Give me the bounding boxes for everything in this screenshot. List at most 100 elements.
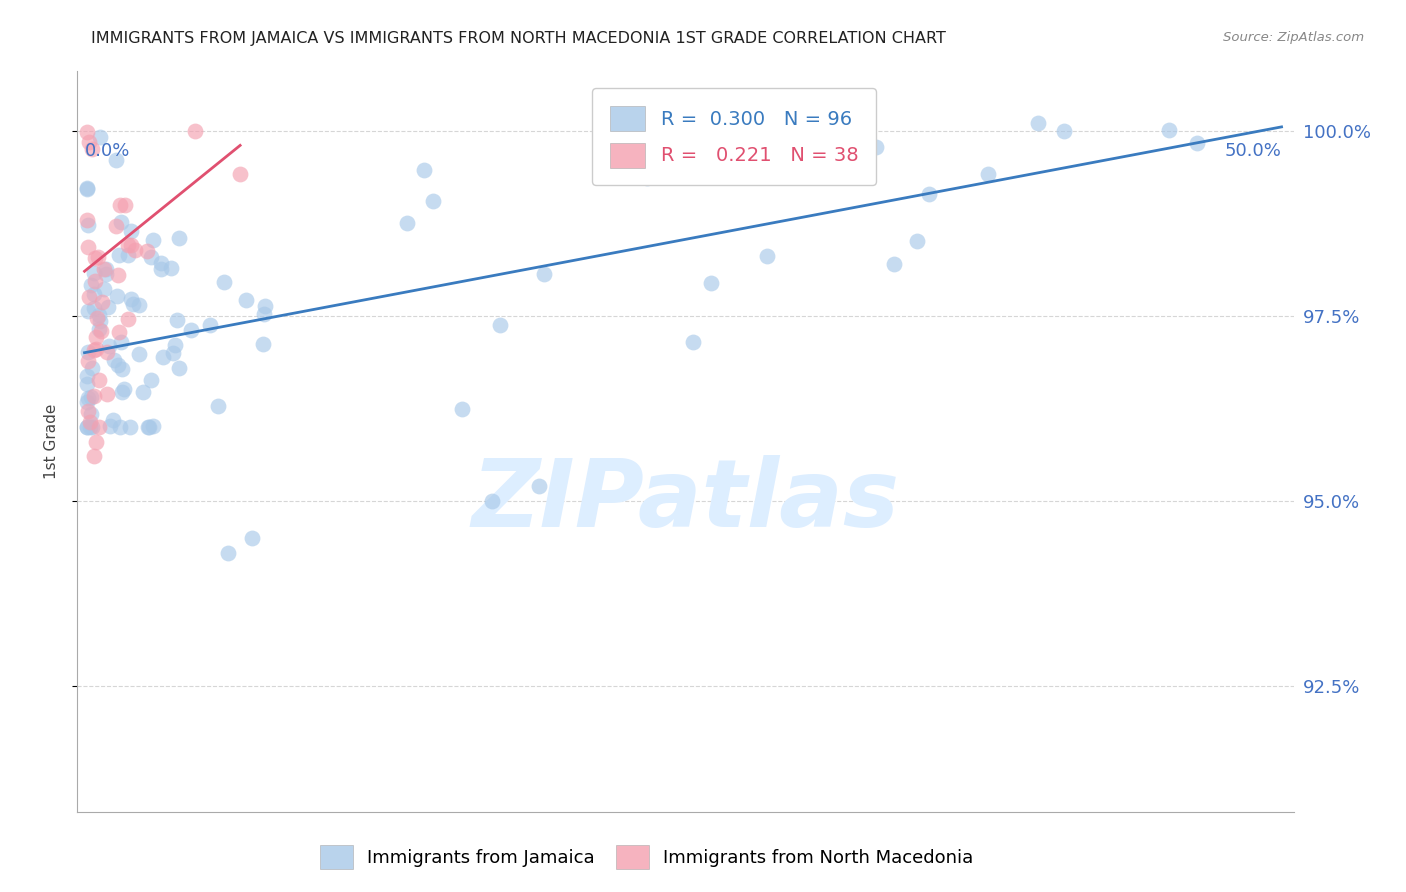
Point bbox=[83, 388, 105, 402]
Point bbox=[481, 493, 503, 508]
Point bbox=[86, 342, 108, 356]
Point bbox=[150, 262, 173, 277]
Point bbox=[212, 275, 235, 289]
Point bbox=[136, 419, 159, 434]
Point bbox=[87, 309, 110, 323]
Point bbox=[84, 274, 107, 288]
Point bbox=[76, 181, 98, 195]
Point bbox=[80, 361, 103, 376]
Point bbox=[104, 219, 127, 234]
Text: Source: ZipAtlas.com: Source: ZipAtlas.com bbox=[1223, 31, 1364, 45]
Point bbox=[83, 343, 105, 357]
Point bbox=[636, 170, 658, 185]
Point bbox=[254, 299, 277, 313]
Point bbox=[83, 301, 105, 315]
Point bbox=[217, 546, 239, 560]
Point bbox=[117, 248, 139, 262]
Point bbox=[80, 142, 103, 156]
Point bbox=[107, 268, 129, 282]
Point bbox=[105, 153, 128, 167]
Point bbox=[87, 374, 110, 388]
Point bbox=[124, 244, 146, 258]
Point bbox=[110, 215, 132, 229]
Point bbox=[167, 361, 190, 376]
Point bbox=[451, 402, 474, 417]
Point bbox=[112, 382, 135, 396]
Point bbox=[111, 385, 134, 400]
Point bbox=[108, 325, 131, 339]
Point bbox=[79, 415, 101, 429]
Point bbox=[76, 125, 98, 139]
Point bbox=[918, 187, 941, 202]
Point bbox=[132, 384, 155, 399]
Point bbox=[120, 237, 142, 252]
Point bbox=[105, 289, 128, 303]
Point bbox=[682, 334, 704, 349]
Point bbox=[76, 213, 98, 227]
Point bbox=[142, 419, 165, 434]
Point bbox=[1026, 116, 1049, 130]
Point bbox=[83, 251, 105, 265]
Point bbox=[207, 400, 229, 414]
Point bbox=[180, 323, 202, 337]
Point bbox=[865, 140, 887, 154]
Point bbox=[163, 338, 186, 352]
Point bbox=[128, 298, 150, 312]
Point bbox=[79, 135, 101, 149]
Point bbox=[84, 330, 107, 344]
Point bbox=[1157, 123, 1180, 137]
Text: 50.0%: 50.0% bbox=[1225, 143, 1281, 161]
Point bbox=[114, 197, 136, 211]
Point bbox=[152, 350, 174, 364]
Point bbox=[94, 262, 117, 277]
Point bbox=[76, 391, 98, 405]
Point bbox=[1187, 136, 1209, 151]
Point bbox=[93, 262, 115, 277]
Point bbox=[97, 300, 120, 314]
Point bbox=[107, 358, 129, 372]
Point bbox=[80, 419, 103, 434]
Point bbox=[101, 413, 124, 427]
Point bbox=[138, 419, 160, 434]
Point bbox=[162, 346, 184, 360]
Point bbox=[76, 395, 98, 409]
Point bbox=[755, 249, 778, 263]
Point bbox=[149, 256, 172, 270]
Point bbox=[93, 282, 115, 296]
Point bbox=[883, 256, 905, 270]
Point bbox=[977, 167, 1000, 181]
Point bbox=[89, 314, 111, 328]
Text: 0.0%: 0.0% bbox=[84, 143, 129, 161]
Point bbox=[118, 419, 141, 434]
Point bbox=[117, 238, 139, 252]
Point bbox=[422, 194, 444, 208]
Point bbox=[229, 167, 252, 181]
Point bbox=[77, 404, 100, 418]
Point bbox=[80, 277, 103, 292]
Point bbox=[103, 353, 125, 368]
Legend: R =  0.300   N = 96, R =   0.221   N = 38: R = 0.300 N = 96, R = 0.221 N = 38 bbox=[592, 88, 876, 186]
Point bbox=[253, 307, 276, 321]
Point bbox=[76, 368, 98, 383]
Point bbox=[79, 407, 101, 421]
Point bbox=[76, 419, 98, 434]
Point bbox=[76, 419, 98, 434]
Point bbox=[533, 267, 555, 281]
Point bbox=[80, 390, 103, 404]
Point bbox=[86, 310, 108, 325]
Point bbox=[79, 290, 101, 304]
Point bbox=[252, 337, 274, 351]
Point bbox=[167, 231, 190, 245]
Point bbox=[77, 239, 100, 253]
Point bbox=[166, 312, 188, 326]
Point bbox=[76, 304, 98, 318]
Text: ZIPatlas: ZIPatlas bbox=[471, 455, 900, 547]
Point bbox=[77, 218, 100, 232]
Point bbox=[96, 387, 118, 401]
Point bbox=[529, 479, 551, 493]
Point bbox=[96, 268, 118, 282]
Point bbox=[395, 216, 418, 230]
Point bbox=[122, 297, 145, 311]
Point bbox=[120, 292, 142, 306]
Text: IMMIGRANTS FROM JAMAICA VS IMMIGRANTS FROM NORTH MACEDONIA 1ST GRADE CORRELATION: IMMIGRANTS FROM JAMAICA VS IMMIGRANTS FR… bbox=[91, 31, 946, 46]
